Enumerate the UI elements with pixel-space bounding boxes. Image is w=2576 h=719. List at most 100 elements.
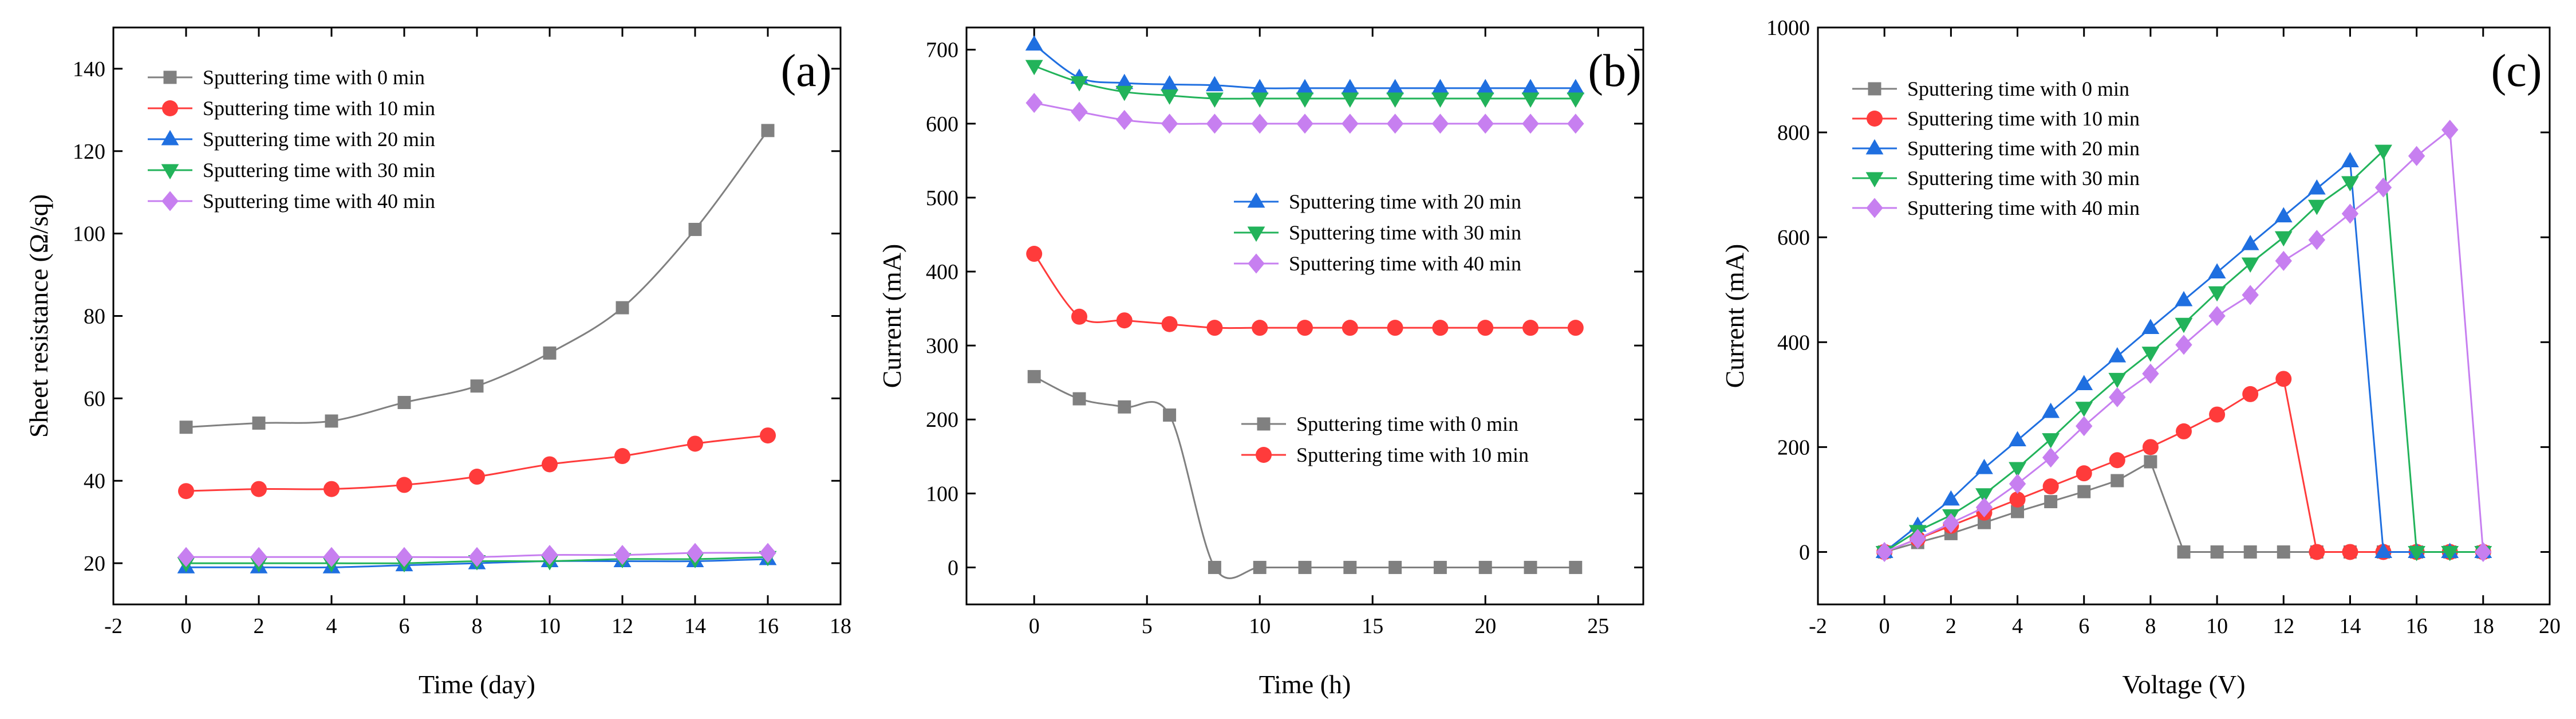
data-point bbox=[2441, 545, 2459, 561]
data-point bbox=[1250, 92, 1269, 108]
data-point bbox=[325, 414, 338, 428]
y-tick-label: 40 bbox=[84, 469, 105, 493]
data-point bbox=[759, 543, 776, 563]
data-point bbox=[1070, 76, 1088, 92]
legend: Sputtering time with 0 min Sputtering tim… bbox=[1852, 77, 2140, 219]
data-point bbox=[2141, 319, 2160, 335]
data-point bbox=[2110, 474, 2124, 488]
y-tick-label: 200 bbox=[926, 408, 958, 432]
data-point bbox=[1942, 513, 1960, 533]
data-point bbox=[1876, 541, 1893, 562]
legend-marker bbox=[161, 129, 179, 146]
series-line bbox=[1033, 376, 1576, 579]
data-point bbox=[1431, 78, 1449, 95]
series-1 bbox=[1026, 246, 1584, 336]
data-point bbox=[2374, 144, 2392, 160]
legend-marker bbox=[161, 164, 179, 180]
series-1 bbox=[178, 427, 776, 500]
data-point bbox=[2009, 491, 2026, 508]
data-point bbox=[1296, 78, 1314, 95]
data-point bbox=[1026, 246, 1043, 262]
x-tick-label: 25 bbox=[1587, 614, 1609, 638]
data-point bbox=[2210, 545, 2224, 559]
data-point bbox=[1298, 560, 1312, 574]
data-point bbox=[323, 547, 340, 567]
x-tick-label: 15 bbox=[1362, 614, 1383, 638]
legend-marker bbox=[1868, 82, 1881, 96]
data-point bbox=[760, 427, 776, 444]
data-point bbox=[1567, 320, 1584, 336]
data-point bbox=[2109, 387, 2126, 407]
data-point bbox=[1567, 92, 1585, 108]
legend-marker bbox=[1248, 253, 1265, 274]
data-point bbox=[1942, 490, 1960, 506]
data-point bbox=[2009, 473, 2026, 494]
data-point bbox=[1431, 92, 1449, 108]
data-point bbox=[324, 481, 340, 497]
data-point bbox=[2009, 431, 2026, 446]
legend-marker bbox=[1247, 192, 1265, 208]
y-axis-title: Sheet resistance (Ω/sq) bbox=[24, 194, 53, 438]
data-point bbox=[2374, 177, 2392, 198]
legend-label: Sputtering time with 40 min bbox=[203, 190, 435, 213]
data-point bbox=[1161, 89, 1178, 105]
data-point bbox=[1208, 560, 1221, 574]
data-point bbox=[1909, 529, 1926, 549]
data-point bbox=[1975, 488, 1993, 504]
series-0 bbox=[1877, 455, 2490, 559]
data-point bbox=[2208, 306, 2226, 326]
x-tick-label: 4 bbox=[2012, 614, 2023, 638]
data-point bbox=[1251, 113, 1268, 134]
data-point bbox=[2341, 152, 2359, 167]
data-point bbox=[1163, 408, 1177, 422]
series-4 bbox=[1025, 93, 1584, 134]
y-tick-label: 300 bbox=[926, 334, 958, 358]
data-point bbox=[2142, 363, 2159, 384]
x-tick-label: 0 bbox=[1879, 614, 1890, 638]
data-point bbox=[2175, 290, 2193, 307]
data-point bbox=[396, 547, 413, 567]
x-tick-label: 10 bbox=[2206, 614, 2228, 638]
series-0 bbox=[1027, 370, 1583, 579]
panel-label: (a) bbox=[781, 46, 832, 96]
series-line bbox=[1884, 159, 2483, 553]
legend-label: Sputtering time with 40 min bbox=[1907, 197, 2140, 219]
x-tick-label: 14 bbox=[684, 614, 706, 638]
data-point bbox=[1296, 92, 1314, 108]
y-tick-label: 100 bbox=[73, 222, 105, 246]
y-tick-label: 80 bbox=[84, 305, 105, 329]
data-point bbox=[1297, 320, 1313, 336]
legend-marker bbox=[1865, 172, 1884, 188]
data-point bbox=[1206, 320, 1223, 336]
data-point bbox=[2209, 406, 2226, 423]
x-tick-label: 0 bbox=[181, 614, 192, 638]
y-tick-label: 140 bbox=[73, 57, 105, 81]
data-point bbox=[1027, 370, 1041, 383]
legend-marker bbox=[1866, 198, 1883, 218]
data-point bbox=[1432, 320, 1449, 336]
data-point bbox=[251, 481, 267, 497]
data-point bbox=[2076, 465, 2092, 482]
data-point bbox=[2075, 375, 2093, 391]
data-point bbox=[1296, 113, 1313, 134]
x-tick-label: 10 bbox=[539, 614, 561, 638]
data-point bbox=[2242, 285, 2259, 305]
data-point bbox=[1386, 113, 1404, 134]
data-point bbox=[542, 456, 558, 473]
data-point bbox=[2374, 543, 2392, 558]
y-tick-label: 400 bbox=[1777, 331, 1810, 355]
y-tick-label: 400 bbox=[926, 260, 958, 284]
legend-label: Sputtering time with 10 min bbox=[203, 97, 435, 120]
data-point bbox=[250, 547, 267, 567]
data-point bbox=[179, 421, 193, 434]
data-point bbox=[1118, 400, 1131, 414]
x-axis-title: Voltage (V) bbox=[2122, 670, 2245, 699]
data-point bbox=[1115, 85, 1134, 101]
chart-panel-a: -2 0 2 4 6 8 10 12 14 16 18 20 40 60 80 100 120 140 Time (… bbox=[24, 26, 851, 699]
data-point bbox=[1161, 75, 1178, 91]
data-point bbox=[1975, 497, 1993, 518]
x-tick-label: 18 bbox=[2472, 614, 2494, 638]
data-point bbox=[2175, 335, 2192, 355]
legend-label: Sputtering time with 30 min bbox=[203, 159, 435, 182]
x-axis-title: Time (h) bbox=[1259, 670, 1351, 699]
